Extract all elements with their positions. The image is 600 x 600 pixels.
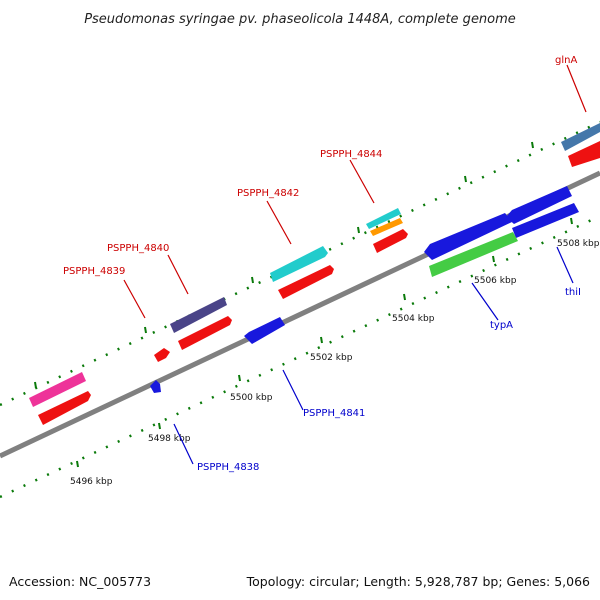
gene-label-glna[interactable]: glnA xyxy=(555,55,577,66)
gene-cog-forward[interactable] xyxy=(366,208,401,229)
gene-cds-reverse[interactable] xyxy=(512,203,579,238)
gene-cds-forward[interactable] xyxy=(373,229,408,253)
gene-label-pspph-4840[interactable]: PSPPH_4840 xyxy=(107,243,169,254)
forward-gene-labels: PSPPH_4839 PSPPH_4840 PSPPH_4842 PSPPH_4… xyxy=(63,55,577,277)
gene-label-pspph-4844[interactable]: PSPPH_4844 xyxy=(320,149,382,160)
gene-cds-reverse[interactable] xyxy=(506,186,572,224)
outer-major-ticks xyxy=(34,141,534,389)
scale-labels: 5496 kbp 5498 kbp 5500 kbp 5502 kbp 5504… xyxy=(70,239,600,487)
gene-cog-forward[interactable] xyxy=(370,218,403,236)
gene-label-pspph-4842[interactable]: PSPPH_4842 xyxy=(237,188,299,199)
gene-label-pspph-4838[interactable]: PSPPH_4838 xyxy=(197,462,259,473)
scale-label-5508: 5508 kbp xyxy=(557,239,600,249)
scale-label-5506: 5506 kbp xyxy=(474,276,517,286)
forward-genes xyxy=(29,123,600,425)
gene-cds-reverse[interactable] xyxy=(244,317,285,344)
genome-stats-text: Topology: circular; Length: 5,928,787 bp… xyxy=(246,574,590,589)
gene-cds-reverse[interactable] xyxy=(424,213,512,260)
reverse-genes xyxy=(150,186,579,393)
scale-label-5500: 5500 kbp xyxy=(230,393,273,403)
gene-label-thii[interactable]: thiI xyxy=(565,287,581,298)
accession-text: Accession: NC_005773 xyxy=(9,574,151,589)
map-title: Pseudomonas syringae pv. phaseolicola 14… xyxy=(84,12,516,27)
reverse-leaders xyxy=(173,246,574,465)
gene-cog-forward[interactable] xyxy=(29,372,86,407)
scale-label-5496: 5496 kbp xyxy=(70,477,113,487)
gene-cds-forward[interactable] xyxy=(178,316,232,350)
gene-cog-forward[interactable] xyxy=(170,297,227,333)
gene-cds-reverse[interactable] xyxy=(150,380,161,393)
gene-label-typa[interactable]: typA xyxy=(490,320,513,331)
gene-cds-forward[interactable] xyxy=(568,141,600,167)
gene-cog-reverse[interactable] xyxy=(429,232,518,277)
gene-cog-forward[interactable] xyxy=(561,123,600,151)
scale-label-5504: 5504 kbp xyxy=(392,314,435,324)
gene-cds-forward[interactable] xyxy=(278,265,334,299)
gene-label-pspph-4839[interactable]: PSPPH_4839 xyxy=(63,266,125,277)
forward-leaders xyxy=(123,64,587,319)
gene-label-pspph-4841[interactable]: PSPPH_4841 xyxy=(303,408,365,419)
gene-cds-forward[interactable] xyxy=(154,348,170,362)
scale-label-5498: 5498 kbp xyxy=(148,434,191,444)
scale-label-5502: 5502 kbp xyxy=(310,353,353,363)
inner-major-ticks xyxy=(76,217,573,468)
gene-cog-forward[interactable] xyxy=(270,246,328,282)
gene-cds-forward[interactable] xyxy=(38,391,91,425)
reverse-gene-labels: PSPPH_4838 PSPPH_4841 typA thiI xyxy=(197,287,581,473)
